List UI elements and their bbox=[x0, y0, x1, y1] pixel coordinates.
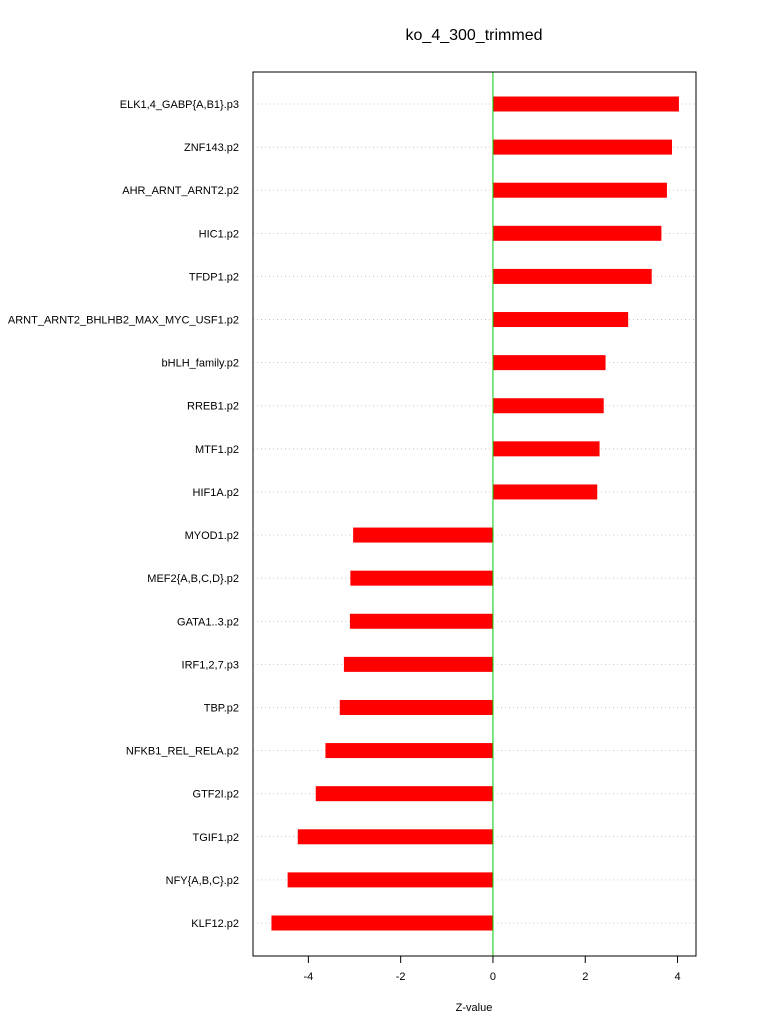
category-label: bHLH_family.p2 bbox=[162, 358, 239, 370]
bar bbox=[492, 268, 652, 284]
bar bbox=[492, 441, 600, 457]
category-label: ZNF143.p2 bbox=[184, 142, 239, 154]
bar bbox=[492, 182, 667, 198]
bar bbox=[325, 743, 493, 759]
bar bbox=[492, 484, 598, 500]
bars bbox=[271, 96, 679, 931]
category-label: ARNT_ARNT2_BHLHB2_MAX_MYC_USF1.p2 bbox=[8, 315, 239, 327]
bar bbox=[287, 872, 493, 888]
plot-frame bbox=[252, 71, 697, 957]
bar bbox=[492, 96, 679, 112]
bar bbox=[339, 699, 493, 715]
category-label: MTF1.p2 bbox=[195, 444, 239, 456]
chart-title: ko_4_300_trimmed bbox=[406, 27, 543, 44]
category-label: TGIF1.p2 bbox=[193, 832, 239, 844]
category-label: MEF2{A,B,C,D}.p2 bbox=[147, 573, 239, 585]
category-label: KLF12.p2 bbox=[191, 918, 239, 930]
category-label: TFDP1.p2 bbox=[189, 271, 239, 283]
category-labels: ELK1,4_GABP{A,B1}.p3 ZNF143.p2 AHR_ARNT_AR… bbox=[8, 99, 239, 930]
x-tick-label: 2 bbox=[582, 971, 588, 983]
category-label: ELK1,4_GABP{A,B1}.p3 bbox=[120, 99, 239, 111]
category-label: GATA1..3.p2 bbox=[177, 616, 239, 628]
x-tick-label: -2 bbox=[396, 971, 406, 983]
bar bbox=[353, 527, 493, 543]
bar bbox=[343, 656, 493, 672]
x-axis-label: Z-value bbox=[456, 1002, 493, 1014]
bar bbox=[271, 915, 493, 931]
bar bbox=[492, 312, 629, 328]
x-axis: -4 -2 0 2 4 bbox=[303, 955, 681, 983]
bar bbox=[492, 355, 606, 371]
x-tick-label: 4 bbox=[674, 971, 680, 983]
category-label: GTF2I.p2 bbox=[193, 789, 239, 801]
bar bbox=[297, 829, 493, 845]
category-label: HIC1.p2 bbox=[199, 228, 239, 240]
bar bbox=[492, 225, 662, 241]
bar bbox=[492, 398, 604, 414]
category-label: AHR_ARNT_ARNT2.p2 bbox=[122, 185, 239, 197]
category-label: IRF1,2,7.p3 bbox=[182, 659, 239, 671]
x-tick-label: 0 bbox=[490, 971, 496, 983]
category-label: RREB1.p2 bbox=[187, 401, 239, 413]
bar bbox=[492, 139, 673, 155]
category-label: NFY{A,B,C}.p2 bbox=[166, 875, 239, 887]
bar bbox=[349, 613, 493, 629]
category-label: TBP.p2 bbox=[204, 702, 239, 714]
category-label: HIF1A.p2 bbox=[193, 487, 239, 499]
x-tick-label: -4 bbox=[303, 971, 313, 983]
category-label: MYOD1.p2 bbox=[185, 530, 239, 542]
category-label: NFKB1_REL_RELA.p2 bbox=[126, 746, 239, 758]
bar bbox=[315, 786, 493, 802]
bar bbox=[350, 570, 493, 586]
